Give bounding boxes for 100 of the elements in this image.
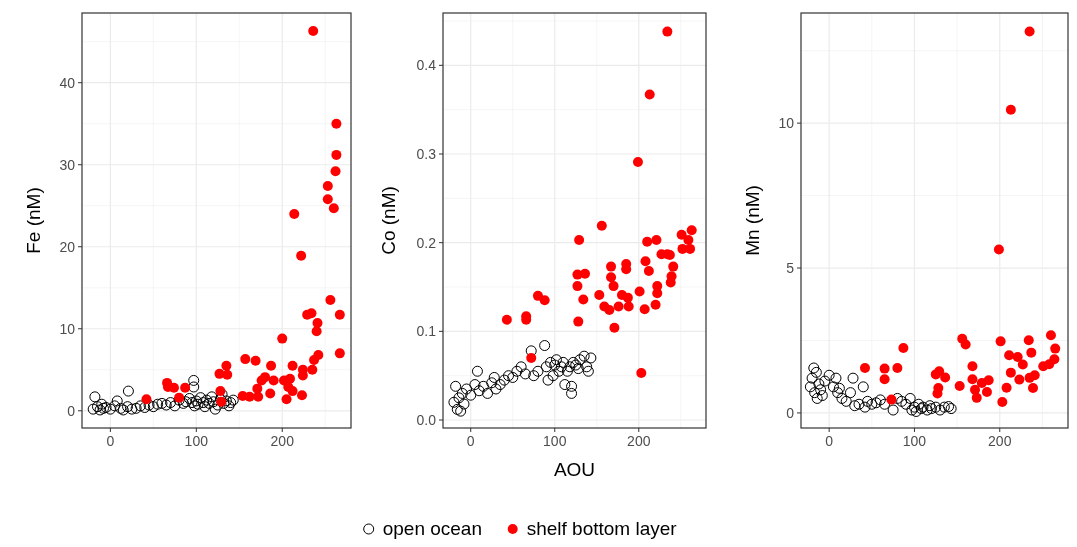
point xyxy=(528,370,540,382)
point xyxy=(473,385,485,397)
point xyxy=(623,301,634,312)
point xyxy=(555,361,567,373)
point xyxy=(545,356,557,368)
point xyxy=(1029,370,1040,381)
point xyxy=(122,385,134,397)
point xyxy=(581,361,593,373)
point xyxy=(141,394,152,405)
point xyxy=(195,392,207,404)
point xyxy=(913,398,925,410)
point xyxy=(96,398,108,410)
point xyxy=(813,378,825,390)
point xyxy=(870,397,882,409)
point xyxy=(307,364,318,375)
point xyxy=(810,366,822,378)
point xyxy=(634,286,645,297)
point xyxy=(1004,350,1015,361)
point xyxy=(334,348,345,359)
point xyxy=(126,403,138,415)
x-tick-label: 200 xyxy=(627,433,651,449)
point xyxy=(683,235,694,246)
point xyxy=(578,350,590,362)
point xyxy=(453,392,465,404)
point xyxy=(643,266,654,277)
point xyxy=(111,395,123,407)
point xyxy=(606,261,617,272)
point xyxy=(900,398,912,410)
point xyxy=(134,400,146,412)
point xyxy=(971,392,982,403)
point xyxy=(207,396,219,408)
point xyxy=(844,387,856,399)
point xyxy=(465,389,477,401)
point xyxy=(836,392,848,404)
point xyxy=(853,398,865,410)
y-tick-label: 40 xyxy=(59,74,76,91)
point xyxy=(456,387,468,399)
point xyxy=(511,365,523,377)
x-tick-label: 100 xyxy=(184,433,209,449)
y-tick-label: 0 xyxy=(67,402,76,419)
point xyxy=(539,340,551,352)
point xyxy=(183,392,195,404)
point xyxy=(866,398,878,410)
point xyxy=(165,397,177,409)
point xyxy=(572,281,583,292)
point xyxy=(613,301,624,312)
point xyxy=(448,396,460,408)
x-tick-label: 200 xyxy=(270,433,295,449)
point xyxy=(1012,352,1023,362)
point xyxy=(904,392,916,404)
point xyxy=(892,363,903,374)
point xyxy=(910,405,922,417)
y-tick-label: 5 xyxy=(786,259,795,276)
y-tick-label: 0.3 xyxy=(416,145,437,162)
point xyxy=(983,375,994,386)
point xyxy=(311,326,322,337)
point xyxy=(532,290,543,301)
point xyxy=(306,308,317,319)
point xyxy=(188,374,200,386)
point xyxy=(289,208,300,219)
x-tick-label: 0 xyxy=(466,433,475,449)
point xyxy=(608,281,619,292)
point xyxy=(486,377,498,389)
point xyxy=(574,235,585,246)
point xyxy=(490,383,502,395)
point xyxy=(559,379,571,391)
point xyxy=(250,355,261,366)
point xyxy=(622,292,633,303)
point xyxy=(122,401,134,413)
point xyxy=(549,359,561,371)
point xyxy=(862,395,874,407)
point xyxy=(308,26,319,37)
point xyxy=(180,382,191,393)
point xyxy=(334,309,345,320)
point xyxy=(455,405,467,417)
point xyxy=(253,391,264,402)
point xyxy=(995,336,1006,347)
y-tick-label: 10 xyxy=(59,320,76,337)
point xyxy=(471,365,483,377)
point xyxy=(1023,335,1034,346)
point xyxy=(609,322,620,333)
point xyxy=(281,394,292,405)
point xyxy=(209,403,221,415)
point xyxy=(553,365,565,377)
point xyxy=(566,380,578,392)
y-tick-label: 0.4 xyxy=(416,57,437,74)
point xyxy=(604,305,615,316)
point xyxy=(331,118,342,129)
point xyxy=(930,401,942,413)
point xyxy=(1050,343,1061,354)
point xyxy=(934,404,946,416)
point xyxy=(130,402,142,414)
point xyxy=(494,379,506,391)
point xyxy=(1038,361,1049,372)
point xyxy=(685,243,696,254)
point xyxy=(938,401,950,413)
point xyxy=(328,203,339,214)
point xyxy=(240,354,251,365)
point xyxy=(89,391,101,403)
point xyxy=(582,365,594,377)
